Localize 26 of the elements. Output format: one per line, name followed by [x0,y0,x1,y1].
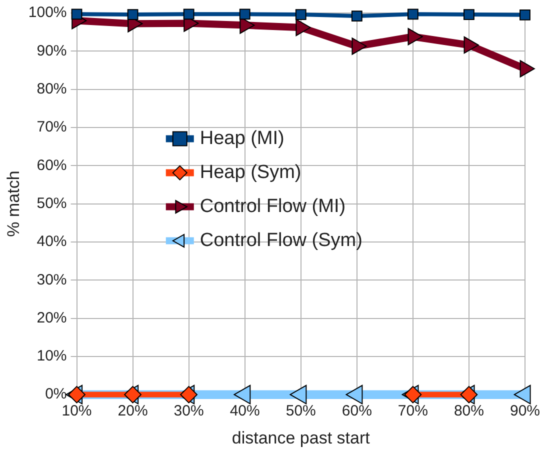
x-tick-label: 30% [174,402,204,420]
y-tick-label: 10% [36,348,67,365]
y-tick-label: 100% [28,4,67,22]
y-tick-label: 90% [36,42,67,60]
y-tick-label: 60% [36,156,67,174]
x-tick-label: 80% [454,402,484,420]
y-tick-label: 80% [36,80,67,98]
y-tick-label: 30% [36,271,67,288]
legend-label: Control Flow (Sym) [200,230,362,252]
y-tick-label: 20% [36,309,67,326]
y-tick-label: 70% [36,118,67,136]
legend-label: Control Flow (MI) [200,196,346,218]
x-tick-label: 50% [286,402,316,420]
x-tick-label: 90% [510,402,540,420]
y-tick-label: 50% [36,194,67,212]
x-axis-title: distance past start [232,428,370,448]
legend-label: Heap (Sym) [200,162,302,184]
x-tick-label: 60% [342,402,372,420]
x-tick-label: 20% [118,402,148,420]
x-tick-label: 10% [62,402,92,420]
legend-label: Heap (MI) [200,128,284,150]
y-axis-title: % match [4,170,23,237]
y-tick-label: 40% [36,233,67,250]
x-tick-label: 70% [398,402,428,420]
y-tick-label: 0% [45,386,67,403]
x-tick-label: 40% [230,402,260,420]
